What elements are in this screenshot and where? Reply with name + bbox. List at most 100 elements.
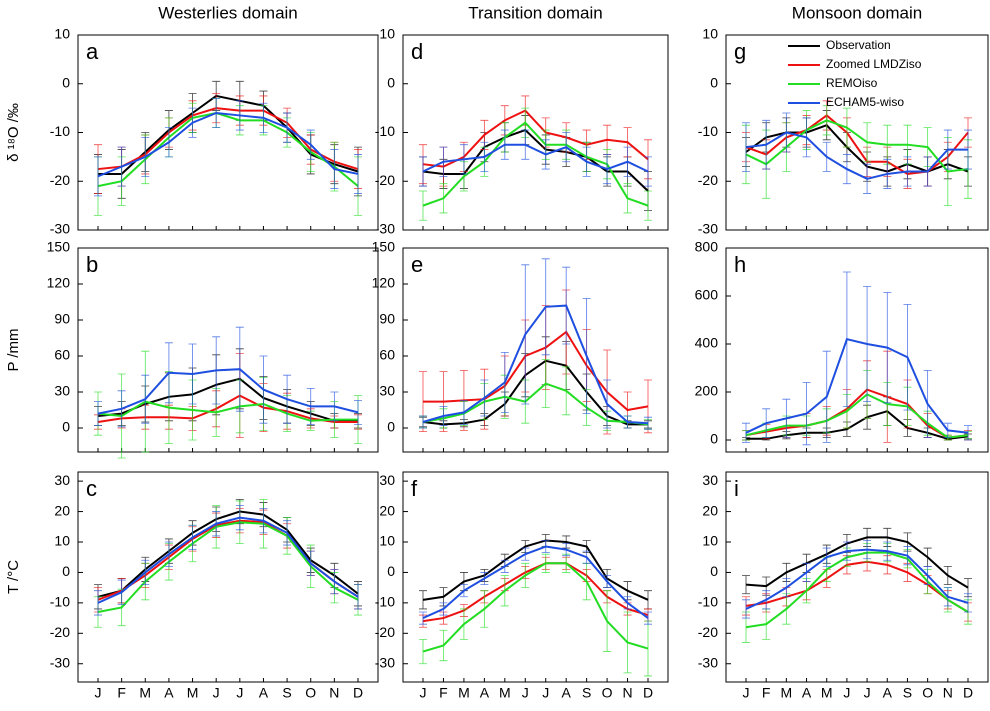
series-line bbox=[97, 510, 359, 598]
x-tick-label: S bbox=[282, 685, 291, 701]
series-line bbox=[97, 400, 358, 422]
series-line bbox=[745, 119, 969, 173]
y-tick-label: 10 bbox=[54, 533, 70, 549]
y-axis-label: P /mm bbox=[5, 328, 22, 371]
panel: e 0 30 60 90 120 150 bbox=[372, 239, 669, 453]
x-tick-label: S bbox=[903, 685, 912, 701]
series-line bbox=[745, 536, 969, 589]
plot-frame bbox=[402, 471, 669, 683]
x-tick-label: J bbox=[213, 685, 220, 701]
error-bar bbox=[419, 590, 427, 610]
x-tick-label: O bbox=[305, 685, 316, 701]
legend-label: ECHAM5-wiso bbox=[826, 95, 904, 109]
y-tick-label: -10 bbox=[698, 594, 718, 610]
x-tick-label: M bbox=[499, 685, 511, 701]
x-tick-label: M bbox=[139, 685, 151, 701]
series-line bbox=[97, 521, 359, 613]
panel-label: h bbox=[734, 252, 746, 277]
y-tick-label: 10 bbox=[379, 533, 395, 549]
y-tick-label: 0 bbox=[62, 419, 70, 435]
column-title: Transition domain bbox=[468, 3, 603, 22]
series-line bbox=[422, 382, 649, 426]
y-tick-label: 0 bbox=[387, 74, 395, 90]
y-tick-label: 30 bbox=[379, 472, 395, 488]
y-tick-label: 600 bbox=[695, 287, 719, 303]
y-tick-label: -30 bbox=[375, 221, 395, 237]
panel: a -30 -20 -10 0 10 δ ¹⁸O /‰ bbox=[5, 26, 379, 237]
x-tick-label: J bbox=[864, 685, 871, 701]
y-tick-label: 10 bbox=[702, 533, 718, 549]
y-tick-label: 0 bbox=[710, 431, 718, 447]
series-line bbox=[422, 562, 649, 623]
y-tick-label: 90 bbox=[379, 311, 395, 327]
series-line bbox=[97, 107, 359, 171]
x-tick-label: M bbox=[821, 685, 833, 701]
x-tick-label: D bbox=[643, 685, 653, 701]
x-tick-label: A bbox=[562, 685, 572, 701]
series-line bbox=[745, 388, 969, 439]
x-tick-label: D bbox=[353, 685, 363, 701]
y-tick-label: -30 bbox=[50, 221, 70, 237]
y-tick-label: -20 bbox=[50, 624, 70, 640]
y-tick-label: -20 bbox=[375, 172, 395, 188]
x-tick-label: A bbox=[802, 685, 812, 701]
series-line bbox=[97, 519, 359, 601]
y-tick-label: 150 bbox=[47, 239, 71, 255]
x-tick-label: J bbox=[542, 685, 549, 701]
panel: b 0 30 60 90 120 150 P /mm bbox=[5, 239, 379, 459]
panel-label: e bbox=[411, 252, 423, 277]
y-tick-label: 10 bbox=[702, 26, 718, 42]
series-line bbox=[422, 143, 649, 173]
y-tick-label: 120 bbox=[372, 275, 396, 291]
x-tick-label: J bbox=[522, 685, 529, 701]
y-tick-label: -20 bbox=[375, 624, 395, 640]
legend-label: Observation bbox=[826, 38, 891, 52]
series-line bbox=[422, 304, 649, 425]
series-line bbox=[97, 111, 359, 188]
x-tick-label: M bbox=[187, 685, 199, 701]
plot-frame bbox=[77, 471, 379, 683]
y-tick-label: -30 bbox=[698, 221, 718, 237]
y-tick-label: 0 bbox=[710, 563, 718, 579]
series-line bbox=[422, 562, 649, 653]
x-tick-label: N bbox=[622, 685, 632, 701]
plot-frame bbox=[77, 34, 379, 231]
x-tick-label: O bbox=[922, 685, 933, 701]
panel-label: d bbox=[411, 39, 423, 64]
x-tick-label: F bbox=[762, 685, 771, 701]
y-tick-label: 90 bbox=[54, 311, 70, 327]
y-tick-label: 200 bbox=[695, 383, 719, 399]
panel-label: g bbox=[734, 39, 746, 64]
x-tick-label: A bbox=[480, 685, 490, 701]
series-line bbox=[422, 121, 649, 207]
y-tick-label: 30 bbox=[379, 383, 395, 399]
y-tick-label: 0 bbox=[62, 563, 70, 579]
series-line bbox=[97, 516, 359, 604]
y-tick-label: -10 bbox=[375, 123, 395, 139]
y-tick-label: 20 bbox=[379, 502, 395, 518]
y-tick-label: -30 bbox=[698, 654, 718, 670]
y-axis-label: T /°C bbox=[5, 560, 22, 594]
series-line bbox=[745, 548, 969, 610]
x-tick-label: J bbox=[843, 685, 850, 701]
y-tick-label: -20 bbox=[698, 172, 718, 188]
x-tick-label: J bbox=[95, 685, 102, 701]
y-tick-label: -30 bbox=[50, 654, 70, 670]
y-tick-label: 60 bbox=[379, 347, 395, 363]
y-tick-label: -20 bbox=[698, 624, 718, 640]
y-tick-label: 30 bbox=[702, 472, 718, 488]
series-line bbox=[745, 393, 969, 439]
y-tick-label: -10 bbox=[375, 594, 395, 610]
series-line bbox=[745, 560, 969, 613]
y-tick-label: 0 bbox=[387, 419, 395, 435]
y-tick-label: -10 bbox=[50, 594, 70, 610]
plot-frame bbox=[725, 471, 989, 683]
y-tick-label: 10 bbox=[379, 26, 395, 42]
x-tick-label: A bbox=[164, 685, 174, 701]
column-title: Westerlies domain bbox=[158, 3, 298, 22]
y-tick-label: -20 bbox=[50, 172, 70, 188]
series-line bbox=[97, 368, 359, 415]
y-tick-label: 10 bbox=[54, 26, 70, 42]
